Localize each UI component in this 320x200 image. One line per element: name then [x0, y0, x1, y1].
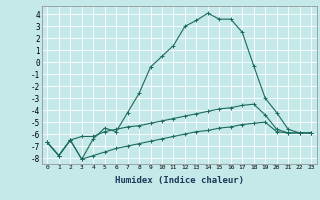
X-axis label: Humidex (Indice chaleur): Humidex (Indice chaleur) — [115, 176, 244, 185]
